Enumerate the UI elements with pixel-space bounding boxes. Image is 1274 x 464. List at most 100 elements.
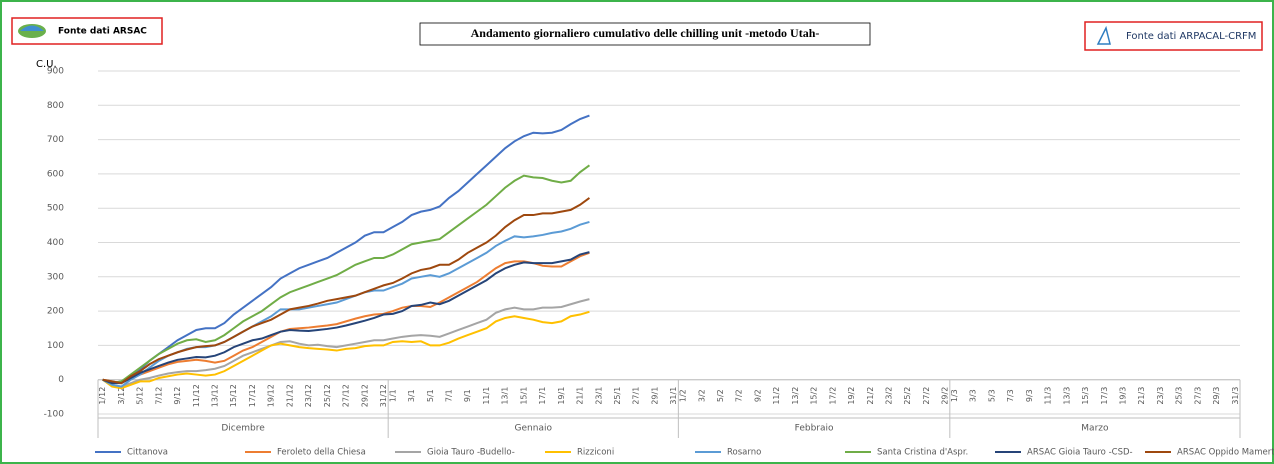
series-line xyxy=(102,251,590,385)
series-line xyxy=(102,310,590,390)
x-tick-label: 27/12 xyxy=(342,384,351,407)
legend-label: Cittanova xyxy=(127,448,168,458)
x-tick-label: 19/3 xyxy=(1118,387,1127,405)
x-tick-label: 15/12 xyxy=(229,384,238,407)
x-tick-label: 27/3 xyxy=(1193,387,1202,405)
x-tick-label: 25/1 xyxy=(613,387,622,405)
x-tick-label: 25/3 xyxy=(1175,387,1184,405)
x-tick-label: 5/1 xyxy=(426,389,435,402)
x-tick-label: 19/2 xyxy=(847,387,856,405)
x-tick-label: 11/12 xyxy=(192,384,201,407)
x-tick-label: 13/2 xyxy=(791,387,800,405)
x-tick-label: 29/3 xyxy=(1212,387,1221,405)
x-tick-label: 23/2 xyxy=(884,387,893,405)
series-line xyxy=(102,251,590,385)
x-tick-label: 13/12 xyxy=(211,384,220,407)
x-tick-label: 11/1 xyxy=(482,387,491,405)
group-label: Marzo xyxy=(1081,424,1109,434)
x-tick-label: 7/3 xyxy=(1006,389,1015,402)
x-tick-label: 15/3 xyxy=(1081,387,1090,405)
x-tick-label: 1/12 xyxy=(98,387,107,405)
x-tick-label: 21/1 xyxy=(576,387,585,405)
x-tick-label: 21/3 xyxy=(1137,387,1146,405)
group-label: Febbraio xyxy=(795,424,834,434)
y-tick-label: 800 xyxy=(47,101,64,111)
x-tick-label: 1/2 xyxy=(679,389,688,402)
x-tick-label: 13/1 xyxy=(501,387,510,405)
legend-label: ARSAC Gioia Tauro -CSD- xyxy=(1027,448,1133,458)
logo xyxy=(20,25,44,31)
y-tick-label: 0 xyxy=(58,375,64,385)
x-tick-label: 9/2 xyxy=(753,389,762,402)
y-tick-label: 200 xyxy=(47,307,64,317)
x-tick-label: 29/12 xyxy=(360,384,369,407)
legend-label: Feroleto della Chiesa xyxy=(277,448,366,458)
x-tick-label: 19/12 xyxy=(267,384,276,407)
x-tick-label: 1/3 xyxy=(950,389,959,402)
x-tick-label: 17/3 xyxy=(1100,387,1109,405)
x-tick-label: 31/12 xyxy=(379,384,388,407)
group-label: Dicembre xyxy=(221,424,265,434)
x-tick-label: 25/2 xyxy=(903,387,912,405)
x-tick-label: 3/2 xyxy=(697,389,706,402)
legend-label: Gioia Tauro -Budello- xyxy=(427,448,515,458)
legend-label: Rizziconi xyxy=(577,448,614,458)
x-tick-label: 3/12 xyxy=(117,387,126,405)
source-right: Fonte dati ARPACAL-CRFM xyxy=(1126,31,1256,42)
x-tick-label: 15/2 xyxy=(810,387,819,405)
logo xyxy=(1096,25,1111,45)
x-tick-label: 13/3 xyxy=(1062,387,1071,405)
x-tick-label: 3/3 xyxy=(969,389,978,402)
x-tick-label: 29/2 xyxy=(941,387,950,405)
series-line xyxy=(102,197,591,385)
y-tick-label: 500 xyxy=(47,204,64,214)
y-tick-label: 700 xyxy=(47,135,64,145)
x-tick-label: 7/12 xyxy=(154,387,163,405)
source-box xyxy=(1084,21,1263,51)
source-left: Fonte dati ARSAC xyxy=(58,27,147,37)
y-tick-label: -100 xyxy=(44,410,65,420)
x-tick-label: 5/3 xyxy=(987,389,996,402)
y-tick-label: 600 xyxy=(47,169,64,179)
chart-title: Andamento giornaliero cumulativo delle c… xyxy=(471,26,820,40)
x-tick-label: 27/1 xyxy=(632,387,641,405)
x-tick-label: 29/1 xyxy=(650,387,659,405)
x-tick-label: 9/1 xyxy=(463,389,472,402)
x-tick-label: 21/2 xyxy=(866,387,875,405)
title-box xyxy=(419,22,871,46)
y-tick-label: 400 xyxy=(47,238,64,248)
x-tick-label: 23/1 xyxy=(594,387,603,405)
series-line xyxy=(102,164,591,385)
x-tick-label: 3/1 xyxy=(407,389,416,402)
x-tick-label: 9/3 xyxy=(1025,389,1034,402)
x-tick-label: 19/1 xyxy=(557,387,566,405)
x-tick-label: 11/3 xyxy=(1044,387,1053,405)
x-tick-label: 17/1 xyxy=(538,387,547,405)
x-tick-label: 15/1 xyxy=(519,387,528,405)
y-axis-label: C.U. xyxy=(36,59,57,70)
x-tick-label: 7/1 xyxy=(445,389,454,402)
y-tick-label: 900 xyxy=(47,67,64,77)
x-tick-label: 5/12 xyxy=(136,387,145,405)
x-tick-label: 5/2 xyxy=(716,389,725,402)
group-label: Gennaio xyxy=(515,424,553,434)
x-tick-label: 17/12 xyxy=(248,384,257,407)
legend-label: Rosarno xyxy=(727,448,761,458)
y-tick-label: 100 xyxy=(47,341,64,351)
x-tick-label: 9/12 xyxy=(173,387,182,405)
x-tick-label: 25/12 xyxy=(323,384,332,407)
x-tick-label: 11/2 xyxy=(772,387,781,405)
x-tick-label: 1/1 xyxy=(388,389,397,402)
x-tick-label: 7/2 xyxy=(735,389,744,402)
x-tick-label: 23/12 xyxy=(304,384,313,407)
series-line xyxy=(102,114,590,385)
x-tick-label: 21/12 xyxy=(285,384,294,407)
legend-label: Santa Cristina d'Aspr. xyxy=(877,448,968,458)
series-line xyxy=(102,298,590,388)
x-tick-label: 31/1 xyxy=(669,387,678,405)
x-tick-label: 23/3 xyxy=(1156,387,1165,405)
legend-label: ARSAC Oppido Mamertina xyxy=(1177,448,1274,458)
